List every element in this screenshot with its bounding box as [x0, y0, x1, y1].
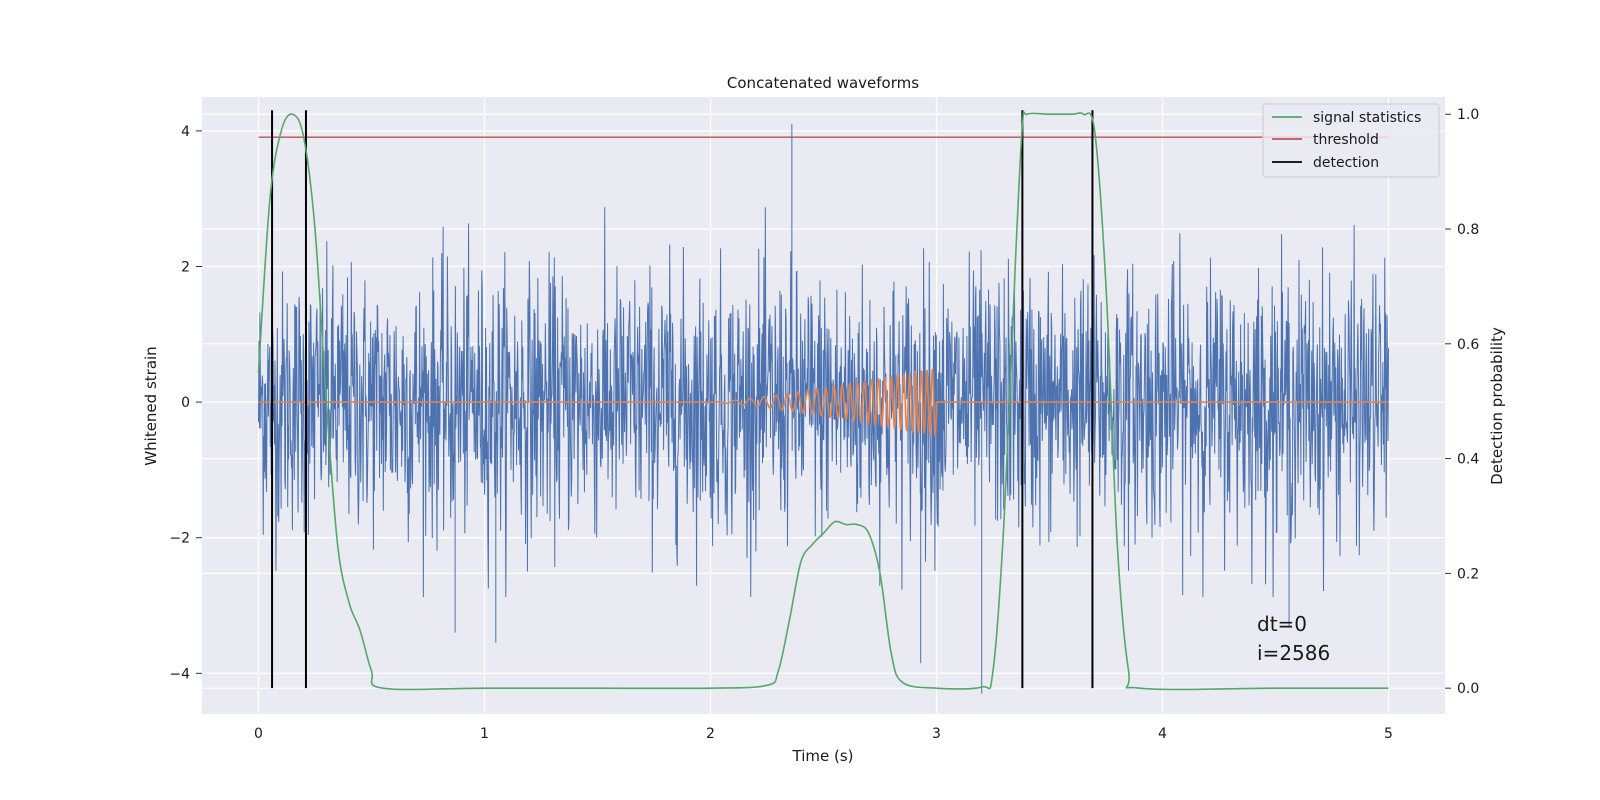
y-tick-label-left: 4	[181, 124, 190, 140]
y-axis-right-label: Detection probability	[1488, 327, 1506, 485]
series-signal-statistics	[257, 110, 1389, 691]
legend: signal statistics threshold detection	[1262, 103, 1440, 178]
y-tick-label-right: 0.0	[1457, 681, 1479, 697]
x-tick-label: 3	[932, 726, 941, 742]
y-tick-label-right: 0.2	[1457, 566, 1479, 582]
x-tick-label: 1	[480, 726, 489, 742]
y-axis-label: Whitened strain	[142, 346, 160, 465]
x-axis-ticks: 0 1 2 3 4 5	[254, 726, 1393, 742]
x-tick-label: 5	[1384, 726, 1393, 742]
annotation-index: i=2586	[1257, 641, 1330, 665]
y-tick-label-right: 0.6	[1457, 337, 1479, 353]
y-axis-right-ticks: 1.0 0.8 0.6 0.4 0.2 0.0	[1445, 107, 1479, 697]
y-tick-label-left: −4	[169, 666, 190, 682]
x-axis-label: Time (s)	[792, 747, 854, 765]
y-tick-label-right: 1.0	[1457, 107, 1479, 123]
y-tick-label-right: 0.8	[1457, 222, 1479, 238]
y-tick-label-left: −2	[169, 531, 190, 547]
legend-box	[1262, 103, 1440, 178]
annotation-dt: dt=0	[1257, 612, 1307, 636]
detection-lines	[271, 110, 1094, 689]
x-tick-label: 2	[706, 726, 715, 742]
series-template-waveform	[258, 368, 1389, 439]
x-tick-label: 0	[254, 726, 263, 742]
y-axis-left-ticks: 4 2 0 −2 −4	[169, 124, 202, 682]
y-tick-label-left: 0	[181, 395, 190, 411]
legend-label-threshold: threshold	[1313, 132, 1379, 148]
y-tick-label-left: 2	[181, 260, 190, 276]
y-tick-label-right: 0.4	[1457, 452, 1479, 468]
x-tick-label: 4	[1158, 726, 1167, 742]
legend-label-signal-statistics: signal statistics	[1313, 110, 1421, 126]
plot-series	[257, 110, 1389, 694]
chart-title: Concatenated waveforms	[727, 74, 919, 92]
legend-label-detection: detection	[1313, 155, 1379, 171]
